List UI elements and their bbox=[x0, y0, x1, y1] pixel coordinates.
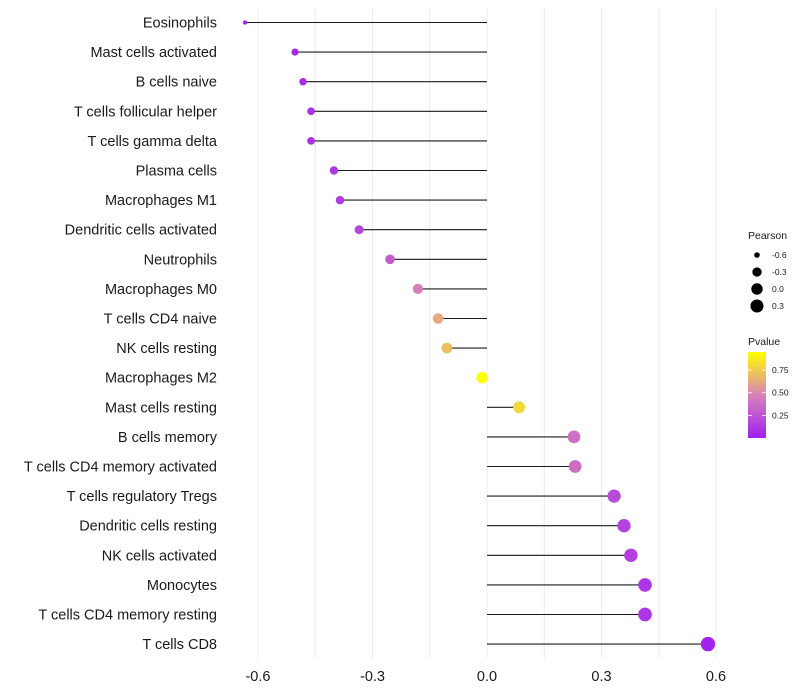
y-axis-label: T cells CD4 memory resting bbox=[38, 608, 217, 624]
grid-lines bbox=[257, 8, 717, 658]
data-point bbox=[638, 578, 652, 592]
data-point bbox=[617, 519, 631, 533]
y-axis-label: T cells follicular helper bbox=[74, 104, 217, 120]
y-axis-label: NK cells activated bbox=[102, 548, 217, 564]
legend-size-label: 0.3 bbox=[772, 301, 784, 311]
data-point bbox=[299, 77, 307, 86]
data-point bbox=[291, 48, 299, 56]
y-axis-label: T cells CD4 memory activated bbox=[24, 460, 217, 476]
pvalue-colorbar bbox=[748, 352, 766, 438]
data-point bbox=[335, 195, 345, 205]
y-axis-label: Mast cells activated bbox=[90, 45, 217, 61]
data-point bbox=[607, 489, 621, 503]
data-point bbox=[567, 430, 581, 444]
y-axis-label: Dendritic cells resting bbox=[79, 519, 217, 535]
legend-pvalue: Pvalue 0.25 0.50 0.75 bbox=[748, 336, 789, 438]
legend-size-label: 0.0 bbox=[772, 284, 784, 294]
y-axis-label: B cells naive bbox=[136, 75, 217, 91]
data-point bbox=[307, 107, 315, 116]
data-point bbox=[568, 460, 582, 473]
data-point bbox=[432, 313, 444, 324]
legend-pvalue-title: Pvalue bbox=[748, 336, 780, 348]
x-tick-label: 0.6 bbox=[706, 669, 726, 685]
data-point bbox=[354, 225, 364, 235]
data-point bbox=[441, 342, 453, 354]
y-axis-label: B cells memory bbox=[118, 430, 218, 446]
legend-pearson-title: Pearson bbox=[748, 230, 787, 242]
legend-size-key bbox=[751, 283, 763, 295]
y-axis-label: Mast cells resting bbox=[105, 400, 217, 416]
data-point bbox=[700, 636, 716, 652]
legend-pvalue-label: 0.25 bbox=[772, 410, 789, 420]
y-axis-label: NK cells resting bbox=[116, 341, 217, 357]
legend-pvalue-label: 0.50 bbox=[772, 388, 789, 398]
data-point bbox=[242, 20, 248, 25]
y-axis-label: Dendritic cells activated bbox=[65, 223, 217, 239]
data-point bbox=[476, 372, 488, 384]
y-axis-label: Plasma cells bbox=[136, 164, 217, 180]
y-axis-label: T cells CD4 naive bbox=[104, 312, 217, 328]
x-tick-label: -0.3 bbox=[360, 669, 385, 685]
y-axis-label: Macrophages M0 bbox=[105, 282, 217, 298]
data-point bbox=[412, 283, 424, 295]
data-point bbox=[624, 548, 638, 563]
data-points bbox=[242, 20, 716, 652]
legend-size-key bbox=[754, 252, 760, 258]
y-axis-label: Eosinophils bbox=[143, 16, 217, 32]
legend-pearson: Pearson -0.6 -0.3 0.0 0.3 bbox=[748, 230, 787, 313]
legend-size-key bbox=[750, 299, 764, 313]
y-axis-labels: Eosinophils Mast cells activated B cells n… bbox=[24, 16, 218, 654]
y-axis-label: Neutrophils bbox=[144, 252, 217, 268]
y-axis-label: T cells gamma delta bbox=[88, 134, 218, 150]
legend-pvalue-label: 0.75 bbox=[772, 365, 789, 375]
y-axis-label: T cells regulatory Tregs bbox=[67, 489, 217, 505]
data-point bbox=[513, 401, 526, 414]
y-axis-label: T cells CD8 bbox=[142, 637, 217, 653]
data-point bbox=[385, 254, 395, 265]
data-point bbox=[638, 607, 652, 622]
legend-size-key bbox=[752, 267, 762, 277]
legend-size-label: -0.3 bbox=[772, 267, 787, 277]
y-axis-label: Macrophages M1 bbox=[105, 193, 217, 209]
data-point bbox=[307, 137, 315, 145]
y-axis-label: Monocytes bbox=[147, 578, 217, 594]
x-tick-label: 0.0 bbox=[477, 669, 497, 685]
x-tick-label: 0.3 bbox=[591, 669, 611, 685]
x-axis-ticks: -0.6 -0.3 0.0 0.3 0.6 bbox=[245, 669, 726, 685]
stems bbox=[245, 21, 709, 645]
data-point bbox=[329, 166, 339, 175]
y-axis-label: Macrophages M2 bbox=[105, 371, 217, 387]
x-tick-label: -0.6 bbox=[245, 669, 270, 685]
legend-size-label: -0.6 bbox=[772, 250, 787, 260]
